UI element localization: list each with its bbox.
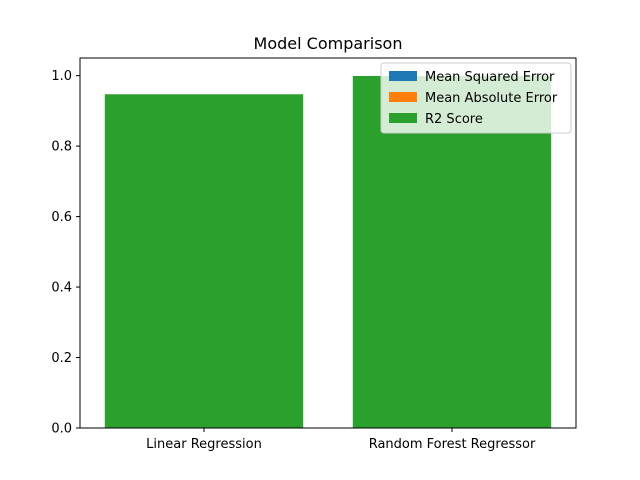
legend-label: Mean Squared Error <box>425 70 555 85</box>
y-tick-label: 1.0 <box>51 69 72 84</box>
legend-box <box>380 62 572 134</box>
legend-label: R2 Score <box>425 112 483 127</box>
y-tick-label: 0.6 <box>51 210 72 225</box>
legend-swatch <box>389 71 417 81</box>
y-tick-label: 0.0 <box>51 422 72 437</box>
legend: Mean Squared Error Mean Absolute Error R2 … <box>380 62 572 134</box>
chart-title: Model Comparison <box>254 34 403 53</box>
plot-frame <box>79 57 577 429</box>
legend-label: Mean Absolute Error <box>425 91 558 106</box>
legend-swatch <box>389 113 417 123</box>
bar-r2-score-0 <box>104 94 304 429</box>
bars-layer <box>104 75 552 429</box>
legend-swatch <box>389 92 417 102</box>
y-tick-label: 0.4 <box>51 281 72 296</box>
x-tick-label: Random Forest Regressor <box>369 437 536 452</box>
bar-r2-score-1 <box>352 75 552 428</box>
y-tick-label: 0.8 <box>51 140 72 155</box>
y-axis: 0.0 0.2 0.4 0.6 0.8 1.0 <box>51 69 80 437</box>
x-tick-label: Linear Regression <box>146 437 262 452</box>
y-tick-label: 0.2 <box>51 351 72 366</box>
x-axis: Linear Regression Random Forest Regressor <box>146 428 536 452</box>
